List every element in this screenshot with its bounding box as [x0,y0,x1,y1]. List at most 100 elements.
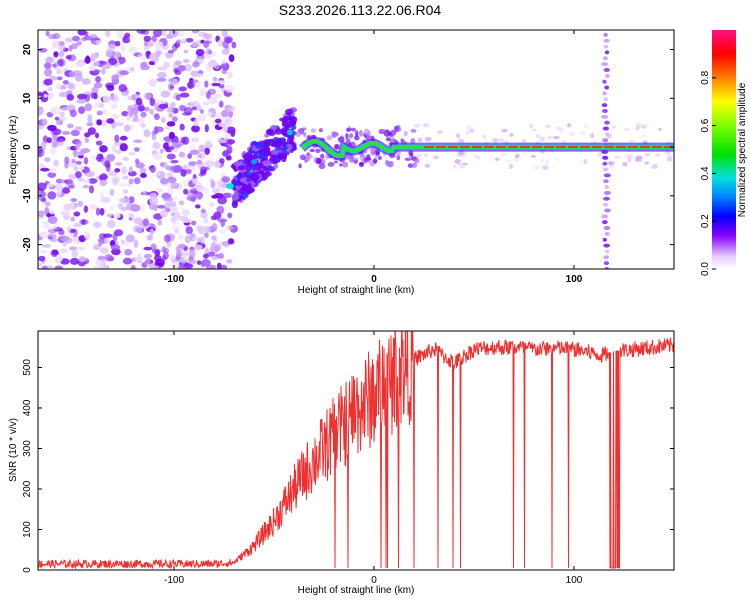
spectrogram-cell [225,85,235,93]
spectrogram-cell [604,85,610,90]
spectrogram-cell [327,162,335,167]
spectrogram-cell [166,146,175,151]
spectrogram-cell [175,250,183,258]
spectrogram-cell [177,265,187,269]
spectrogram-cell [128,166,134,173]
spectrogram-cell [110,244,121,251]
spectrogram-cell [38,231,49,238]
spectrogram-cell [189,145,196,150]
spectrogram-cell [72,35,80,42]
spectrogram-cell [605,249,610,254]
spectrogram-cell [133,239,139,248]
spectrogram-cell [47,124,57,132]
spectrogram-cell [603,179,609,184]
spectrogram-cell [345,138,351,145]
spectrogram-cell [133,147,140,152]
spectrogram-cell [204,231,209,239]
spectrogram-cell [210,180,216,189]
spectrogram-cell [59,111,65,118]
spectrogram-cell [62,242,67,247]
spectrogram-cell [81,219,86,225]
spectrogram-cell [58,91,69,98]
spectrogram-cell [424,136,432,142]
spectrogram-cell [251,173,260,181]
spectrogram-cell [136,30,147,34]
spectrogram-cell [609,165,615,169]
spectrogram-cell [88,203,97,210]
spectrogram-cell [299,154,306,161]
spectrogram-cell [130,107,139,115]
spectrogram-cell [62,80,69,85]
spectrogram-cell [186,101,194,107]
spectrogram-cell [138,105,145,112]
spectrogram-cell [628,139,634,143]
spectrogram-cell [143,92,152,100]
spectrogram-cell [204,124,209,133]
spectrogram-cell [160,116,166,124]
spectrogram-cell [195,48,205,57]
spectrogram-cell [130,204,141,212]
spectrogram-cell [203,217,208,224]
spectrogram-cell [159,177,169,185]
snr-line [38,331,674,570]
spectrogram-x-tick-label: 100 [566,274,583,285]
spectrogram-cell [110,114,120,119]
spectrogram-cell [191,235,201,244]
spectrogram-cell [156,188,164,193]
spectrogram-cell [602,79,607,84]
spectrogram-cell [170,215,177,223]
spectrogram-cell [66,226,72,232]
spectrogram-cell [207,111,213,117]
spectrogram-cell [75,160,82,165]
spectrogram-cell [265,151,271,157]
spectrogram-cell [76,99,87,104]
spectrogram-cell [111,175,121,183]
spectrogram-cell [84,103,92,112]
spectrogram-cell [104,160,111,168]
spectrogram-cell [603,173,611,178]
spectrogram-cell [59,248,68,254]
spectrogram-cell [157,66,167,71]
spectrogram-cell [74,126,83,131]
spectrogram-cell [415,153,422,158]
spectrogram-cell [149,196,159,206]
spectrogram-cell [119,70,129,76]
spectrogram-cell [114,162,123,166]
colorbar-label: Normalized spectral amplitude [737,82,748,217]
spectrogram-cell [604,50,610,55]
spectrogram-cell [127,95,133,101]
spectrogram-cell [651,164,659,169]
spectrogram-cell [271,149,279,155]
spectrogram-cell [51,249,59,256]
spectrogram-cell [226,259,233,264]
spectrogram-cell [38,106,44,115]
spectrogram-cell [175,94,181,101]
spectrogram-cell [414,123,421,128]
spectrogram-cell [89,33,98,39]
spectrogram-cell [227,238,235,245]
snr-background [38,331,674,570]
spectrogram-cell [346,127,351,133]
spectrogram-cell [602,91,607,96]
spectrogram-cell [214,118,222,124]
spectrogram-cell [213,160,221,169]
spectrogram-cell [54,265,64,269]
colorbar-gradient [712,30,736,269]
spectrogram-cell [182,58,190,64]
spectrogram-cell [86,122,94,127]
spectrogram-cell [181,208,190,216]
spectrogram-cell [228,54,235,62]
spectrogram-cell [106,213,113,218]
spectrogram-cell [530,154,537,158]
spectrogram-cell [229,130,236,137]
spectrogram-cell [643,123,649,127]
spectrogram-cell [178,151,186,158]
spectrogram-cell [167,176,177,184]
colorbar-tick-label: 0.0 [700,262,711,276]
spectrogram-cell [266,128,274,136]
spectrogram-cell [38,146,43,155]
spectrogram-cell [167,186,174,195]
spectrogram-cell [166,153,176,160]
spectrogram-cell [201,259,211,267]
